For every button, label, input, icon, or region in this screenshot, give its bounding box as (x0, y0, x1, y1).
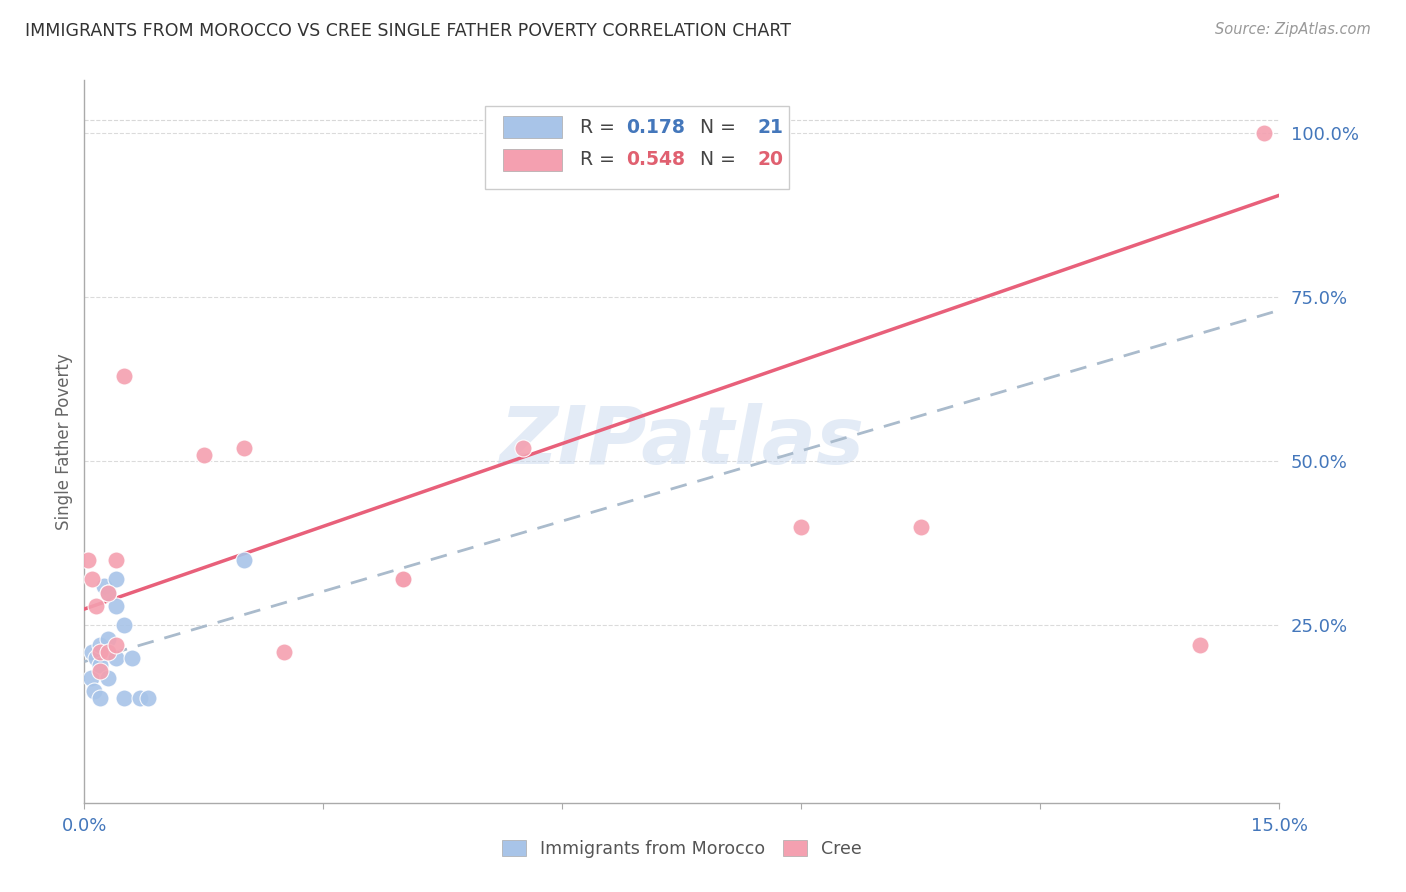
Point (392, 573, 415, 587)
Y-axis label: Single Father Poverty: Single Father Poverty (55, 353, 73, 530)
Bar (503, 149, 562, 170)
Point (93, 579, 115, 593)
Text: N =: N = (688, 118, 742, 136)
FancyBboxPatch shape (485, 105, 790, 189)
Point (80, 671, 103, 685)
Text: 21: 21 (758, 118, 783, 136)
Point (89, 638, 111, 652)
Text: 0.548: 0.548 (626, 150, 685, 169)
Point (129, 690, 152, 705)
Point (910, 520, 932, 534)
Point (97, 671, 120, 685)
Point (89, 690, 111, 705)
Point (105, 651, 128, 665)
Text: Source: ZipAtlas.com: Source: ZipAtlas.com (1215, 22, 1371, 37)
Point (105, 553, 128, 567)
Point (193, 448, 215, 462)
Text: 0.178: 0.178 (626, 118, 685, 136)
Point (82, 645, 104, 659)
Point (512, 441, 534, 455)
Point (112, 618, 135, 632)
Point (97, 585, 120, 599)
Point (232, 553, 254, 567)
Point (1253, 126, 1275, 140)
Text: IMMIGRANTS FROM MOROCCO VS CREE SINGLE FATHER POVERTY CORRELATION CHART: IMMIGRANTS FROM MOROCCO VS CREE SINGLE F… (25, 22, 792, 40)
Point (105, 599, 128, 613)
Text: R =: R = (581, 118, 621, 136)
Legend: Immigrants from Morocco, Cree: Immigrants from Morocco, Cree (494, 831, 870, 866)
Point (512, 145, 534, 160)
Point (86, 599, 108, 613)
Point (392, 573, 415, 587)
Text: R =: R = (581, 150, 621, 169)
Bar (503, 116, 562, 138)
Point (121, 651, 143, 665)
Point (89, 657, 111, 672)
Point (790, 520, 813, 534)
Point (97, 632, 120, 646)
Point (86, 651, 108, 665)
Point (97, 585, 120, 599)
Point (83, 684, 105, 698)
Point (273, 645, 295, 659)
Point (89, 665, 111, 679)
Text: ZIPatlas: ZIPatlas (499, 402, 865, 481)
Point (77, 553, 100, 567)
Point (82, 573, 104, 587)
Point (97, 645, 120, 659)
Text: 20: 20 (758, 150, 783, 169)
Point (105, 573, 128, 587)
Point (112, 368, 135, 383)
Point (112, 690, 135, 705)
Point (1188, 638, 1211, 652)
Point (136, 690, 159, 705)
Text: N =: N = (688, 150, 742, 169)
Point (232, 441, 254, 455)
Point (105, 638, 128, 652)
Point (89, 645, 111, 659)
